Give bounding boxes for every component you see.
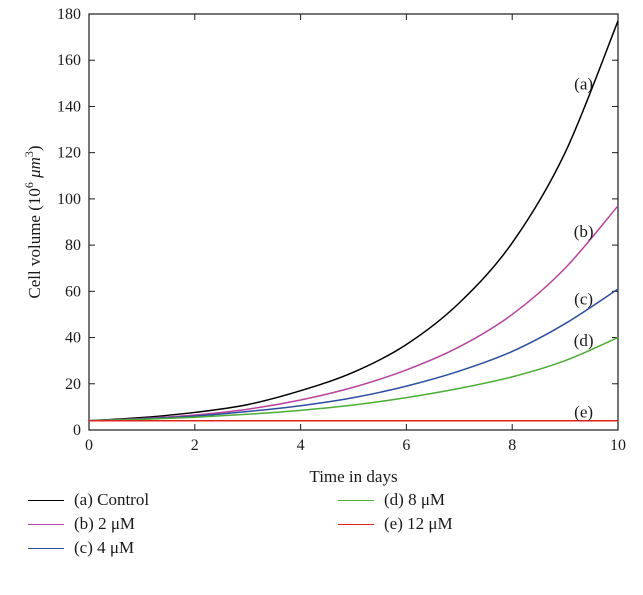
y-tick-label: 120 xyxy=(57,145,81,162)
x-tick-label: 2 xyxy=(191,437,199,454)
y-tick-label: 80 xyxy=(65,237,81,254)
x-tick-label: 10 xyxy=(610,437,626,454)
legend-label: (b) 2 μM xyxy=(74,514,136,533)
x-tick-label: 0 xyxy=(85,437,93,454)
y-tick-label: 160 xyxy=(57,52,81,69)
legend-swatch xyxy=(28,499,64,501)
curve-labels: (a) (b) (c) (d) (e) xyxy=(574,74,594,421)
y-tick-label: 180 xyxy=(57,6,81,23)
y-tick-label: 40 xyxy=(65,330,81,347)
y-tick-label: 0 xyxy=(73,422,81,439)
y-tick-label: 100 xyxy=(57,191,81,208)
series-line-3 xyxy=(88,288,619,422)
legend-swatch xyxy=(28,547,64,549)
legend-item-5: (e) 12 μM xyxy=(338,512,453,536)
legend-label: (c) 4 μM xyxy=(74,538,135,557)
curve-label-4: (d) xyxy=(574,331,594,350)
curve-label-5: (e) xyxy=(574,403,593,422)
y-tick-label: 20 xyxy=(65,376,81,393)
legend-swatch xyxy=(338,499,374,501)
legend-item-3: (c) 4 μM xyxy=(28,536,134,560)
series-line-4 xyxy=(88,336,619,422)
x-tick-label: 6 xyxy=(402,437,410,454)
y-tick-label: 140 xyxy=(57,98,81,115)
legend-item-2: (b) 2 μM xyxy=(28,512,135,536)
x-tick-label: 4 xyxy=(297,437,305,454)
legend-label: (e) 12 μM xyxy=(384,514,453,533)
x-axis-title: Time in days xyxy=(309,467,397,486)
curve-label-3: (c) xyxy=(574,289,593,308)
x-tick-label: 8 xyxy=(508,437,516,454)
legend-label: (a) Control xyxy=(74,490,150,509)
curves xyxy=(88,20,619,422)
plot-frame xyxy=(88,13,619,431)
y-tick-label: 60 xyxy=(65,283,81,300)
chart-legend: (a) Control (b) 2 μM (c) 4 μM (d) 8 μM (e) 1… xyxy=(28,488,628,588)
series-line-2 xyxy=(88,205,619,422)
curve-label-1: (a) xyxy=(574,74,593,93)
legend-label: (d) 8 μM xyxy=(384,490,446,509)
legend-swatch xyxy=(28,523,64,525)
curve-label-2: (b) xyxy=(574,222,594,241)
legend-item-4: (d) 8 μM xyxy=(338,488,445,512)
y-axis-title: Cell volume (106 μm3) xyxy=(22,145,44,298)
series-line-1 xyxy=(88,20,619,422)
legend-item-1: (a) Control xyxy=(28,488,149,512)
legend-swatch xyxy=(338,523,374,525)
